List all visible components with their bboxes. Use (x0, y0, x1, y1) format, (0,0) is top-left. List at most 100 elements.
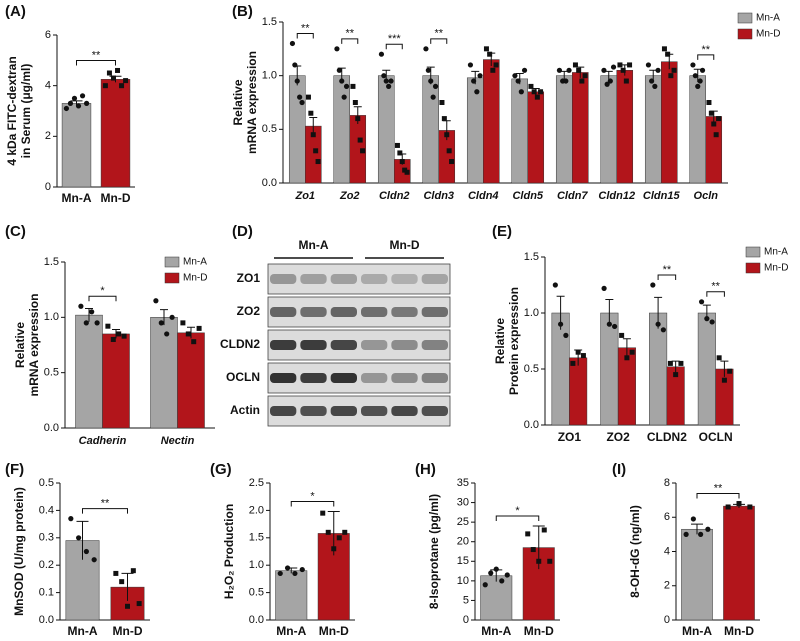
data-point (556, 67, 563, 73)
y-tick-label: 10 (457, 575, 469, 587)
data-point (153, 298, 159, 304)
bar (661, 61, 678, 184)
data-point (342, 529, 348, 535)
error-bar (671, 360, 680, 373)
error-bar (160, 309, 168, 326)
group-label: Mn-D (390, 238, 420, 252)
x-tick-label: Cadherin (79, 435, 127, 447)
data-point (534, 94, 540, 100)
data-point (627, 62, 633, 68)
data-point (394, 142, 400, 148)
data-point (439, 100, 445, 105)
data-point (331, 546, 337, 552)
blot-band (330, 340, 357, 350)
data-point (404, 169, 410, 175)
data-point (530, 547, 536, 553)
data-point (191, 339, 197, 345)
error-bar (112, 329, 120, 339)
panel-label: (G) (210, 461, 232, 478)
data-point (196, 325, 202, 331)
data-point (83, 320, 89, 326)
y-axis-label: MnSOD (U/mg protein) (12, 487, 26, 616)
data-point (604, 81, 610, 87)
significance-bracket (341, 38, 359, 44)
data-point (360, 148, 366, 154)
y-tick-label: 0.2 (39, 559, 54, 571)
data-point (125, 603, 130, 609)
blot-band (300, 274, 327, 284)
data-point (425, 67, 431, 73)
bar (511, 78, 529, 184)
panel-label: (D) (232, 223, 253, 240)
significance-bracket (76, 59, 116, 66)
data-point (576, 67, 582, 73)
x-tick-label: Cldn4 (468, 190, 499, 202)
data-point (649, 78, 655, 84)
y-tick-label: 1.0 (44, 311, 59, 323)
y-tick-label: 2.0 (249, 504, 264, 516)
blot-band (391, 406, 418, 416)
blot-band (421, 340, 448, 350)
data-point (341, 94, 347, 100)
y-axis-label: 8-Isoprotane (pg/ml) (427, 494, 441, 609)
significance-bracket (706, 291, 725, 297)
y-tick-label: 1.5 (249, 532, 264, 544)
data-point (619, 332, 625, 338)
data-point (284, 565, 291, 571)
y-tick-label: 15 (457, 555, 469, 567)
y-tick-label: 0.1 (39, 587, 54, 599)
significance-label: ** (92, 49, 101, 61)
bar (569, 357, 588, 426)
data-point (308, 110, 314, 116)
y-tick-label: 0.0 (44, 422, 59, 434)
data-point (563, 332, 569, 338)
significance-label: ** (714, 482, 723, 494)
data-point (697, 78, 703, 84)
blot-band (300, 307, 327, 317)
data-point (652, 83, 658, 89)
data-point (668, 73, 674, 79)
data-point (716, 355, 722, 361)
x-tick-label: Cldn5 (512, 190, 543, 202)
bar (723, 505, 755, 621)
bar (527, 91, 545, 184)
error-bar (85, 307, 93, 322)
significance-bracket (385, 43, 403, 50)
bar (555, 75, 573, 184)
significance-label: ** (711, 281, 720, 293)
data-point (83, 548, 89, 555)
data-point (606, 321, 612, 327)
y-tick-label: 4 (664, 545, 670, 557)
data-point (655, 321, 661, 327)
x-tick-label: Mn-D (101, 191, 131, 205)
blot-band (300, 340, 327, 350)
legend-swatch (745, 246, 761, 258)
blot-band (330, 373, 357, 383)
data-point (650, 282, 656, 288)
blot-band (391, 274, 418, 284)
significance-label: ** (663, 264, 672, 276)
significance-label: ** (345, 28, 354, 40)
data-point (299, 566, 305, 573)
blot-strip (267, 329, 451, 361)
x-tick-label: Cldn15 (643, 190, 681, 202)
y-axis-label: mRNA expression (27, 294, 41, 397)
bar (75, 314, 103, 429)
data-point (110, 75, 116, 81)
significance-bracket (697, 54, 715, 60)
error-bar (187, 326, 195, 339)
data-point (119, 579, 125, 585)
data-point (71, 95, 78, 101)
data-point (747, 504, 753, 510)
data-point (552, 282, 558, 288)
y-axis-label: mRNA expression (245, 51, 259, 154)
data-point (334, 46, 340, 52)
row-label: Actin (230, 403, 260, 417)
data-point (320, 510, 326, 516)
significance-bracket (657, 274, 677, 280)
data-point (313, 148, 319, 154)
bar (572, 72, 589, 184)
y-tick-label: 0.3 (39, 532, 54, 544)
x-tick-label: Mn-A (682, 624, 712, 638)
data-point (566, 67, 572, 73)
